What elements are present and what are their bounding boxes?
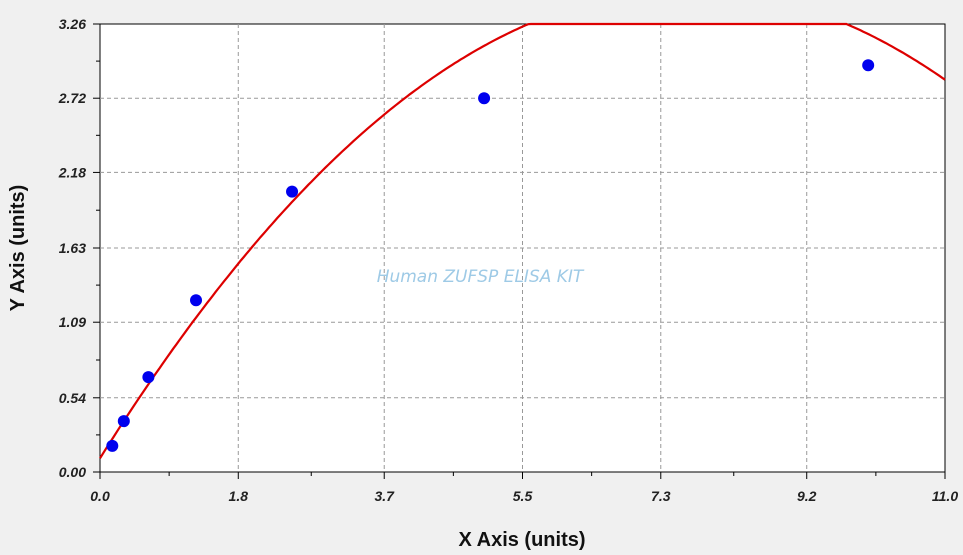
x-tick-label: 0.0 xyxy=(90,488,110,504)
data-point xyxy=(117,415,130,428)
y-tick-label: 1.63 xyxy=(59,240,86,256)
y-tick-label: 2.72 xyxy=(58,90,86,106)
data-point xyxy=(142,371,155,384)
x-tick-label: 5.5 xyxy=(513,488,533,504)
data-point xyxy=(862,59,875,72)
data-points-layer xyxy=(106,59,875,452)
data-point xyxy=(478,92,491,105)
x-tick-label: 9.2 xyxy=(797,488,817,504)
x-tick-label: 1.8 xyxy=(229,488,249,504)
x-tick-label: 7.3 xyxy=(651,488,671,504)
y-tick-label: 0.54 xyxy=(59,390,86,406)
y-tick-label: 1.09 xyxy=(59,314,86,330)
data-point xyxy=(190,294,203,307)
ticks xyxy=(93,23,946,479)
x-axis-title: X Axis (units) xyxy=(458,529,585,551)
fit-curve-layer xyxy=(99,22,946,459)
y-tick-label: 2.18 xyxy=(58,164,86,180)
tick-labels: 0.0 1.8 3.7 5.5 7.3 9.2 11.0 0.00 0.54 1.09 1.63 2.… xyxy=(58,16,959,504)
y-tick-label: 3.26 xyxy=(59,16,86,32)
y-tick-label: 0.00 xyxy=(59,464,86,480)
data-point xyxy=(106,439,119,452)
x-tick-label: 3.7 xyxy=(374,488,395,504)
data-point xyxy=(286,185,299,198)
y-axis-title: Y Axis (units) xyxy=(7,185,29,312)
fit-curve xyxy=(99,22,946,459)
grid xyxy=(100,24,945,472)
watermark-text: Human ZUFSP ELISA KIT xyxy=(377,267,585,287)
x-tick-label: 11.0 xyxy=(932,488,958,504)
